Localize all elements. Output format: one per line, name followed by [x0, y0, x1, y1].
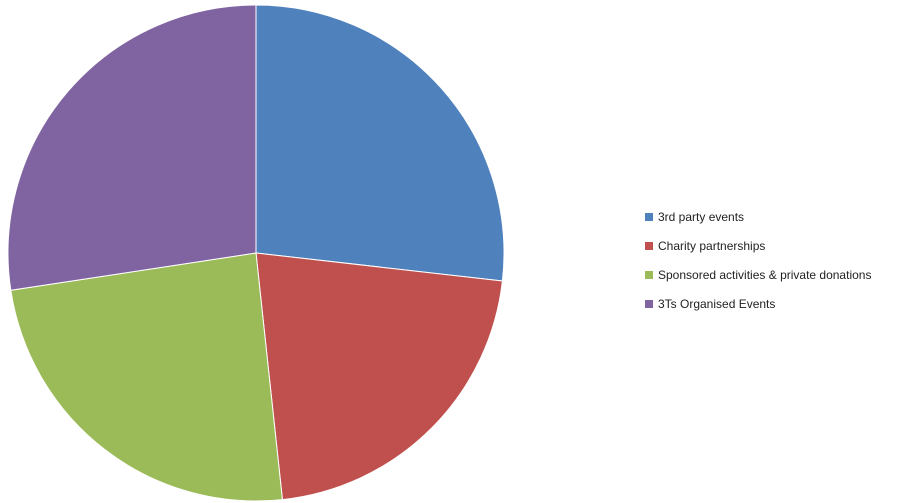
legend-swatch-charity-partnerships [645, 241, 653, 250]
legend-item-charity-partnerships: Charity partnerships [645, 231, 923, 260]
legend-item-3rd-party-events: 3rd party events [645, 202, 923, 231]
pie-slice-charity-partnerships [255, 252, 503, 501]
chart-legend: 3rd party events Charity partnerships Sp… [645, 202, 923, 318]
legend-swatch-3rd-party-events [645, 212, 653, 221]
legend-label-3ts-organised-events: 3Ts Organised Events [658, 296, 776, 311]
legend-item-sponsored-activities: Sponsored activities & private donations [645, 260, 923, 289]
pie-slice-3ts-organised-events [7, 4, 257, 291]
legend-label-charity-partnerships: Charity partnerships [658, 238, 766, 253]
legend-item-3ts-organised-events: 3Ts Organised Events [645, 289, 923, 318]
pie-slice-sponsored-activities [10, 252, 283, 502]
legend-swatch-sponsored-activities [645, 270, 653, 279]
legend-label-sponsored-activities: Sponsored activities & private donations [658, 267, 872, 282]
legend-swatch-3ts-organised-events [645, 299, 653, 308]
legend-label-3rd-party-events: 3rd party events [658, 209, 745, 224]
pie-slice-3rd-party-events [255, 4, 505, 282]
